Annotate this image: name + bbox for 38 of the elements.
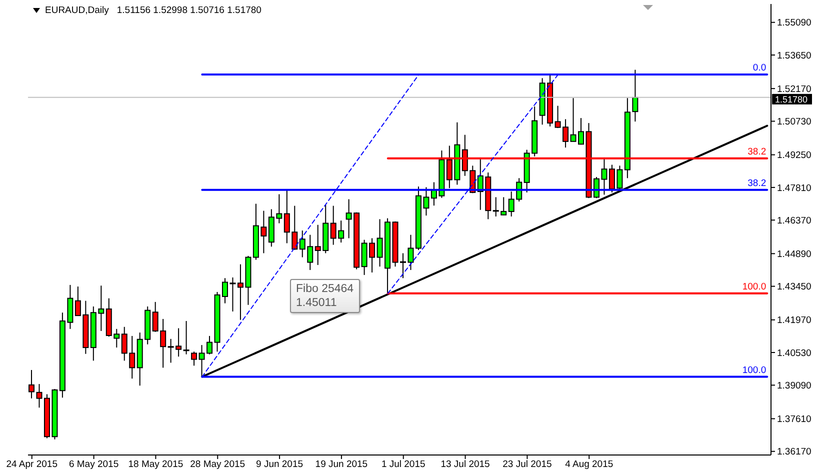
y-tick-label: 1.41970 <box>777 315 812 326</box>
y-tick-label: 1.49250 <box>777 150 812 162</box>
y-tick-label: 1.43450 <box>777 282 812 293</box>
y-tick-label: 1.39090 <box>777 380 812 392</box>
y-tick-label: 1.36170 <box>777 446 812 458</box>
candlestick <box>183 320 190 355</box>
annotation: Fibo 25464 <box>296 282 354 296</box>
y-tick-label: 1.44890 <box>777 249 812 260</box>
x-tick-label: 1 Jul 2015 <box>381 459 426 470</box>
series-label: 38.2 <box>748 146 766 158</box>
x-tick-label: 24 Apr 2015 <box>6 459 58 470</box>
y-tick-label: 1.50730 <box>777 116 812 128</box>
x-tick-label: 13 Jul 2015 <box>440 459 490 470</box>
x-tick-label: 19 Jun 2015 <box>315 459 368 470</box>
ref-line-label: 1.51780 <box>775 94 808 104</box>
x-tick-label: 4 Aug 2015 <box>565 459 614 470</box>
x-tick-label: 23 Jul 2015 <box>502 459 552 470</box>
series-label: 100.0 <box>742 364 766 376</box>
annotation: 1.45011 <box>296 296 338 310</box>
x-tick-label: 28 May 2015 <box>190 459 246 470</box>
candlestick <box>28 369 34 399</box>
x-tick-label: 6 May 2015 <box>68 459 119 470</box>
y-tick-label: 1.40530 <box>777 348 812 359</box>
candlestick <box>36 384 42 408</box>
y-tick-label: 1.53650 <box>777 50 812 62</box>
x-tick-label: 18 May 2015 <box>128 459 184 470</box>
chart-title: EURAUD,Daily <box>45 5 109 16</box>
x-tick-label: 9 Jun 2015 <box>256 459 304 470</box>
y-tick-label: 1.37610 <box>777 414 812 426</box>
y-tick-label: 1.55090 <box>777 18 812 29</box>
y-tick-label: 1.46370 <box>777 215 812 226</box>
series-label: 0.0 <box>752 62 766 74</box>
chart-subtitle: 1.51156 1.52998 1.50716 1.51780 <box>116 5 262 16</box>
series-label: 38.2 <box>748 178 766 189</box>
series-label: 100.0 <box>742 281 766 292</box>
y-tick-label: 1.52170 <box>777 84 812 95</box>
y-tick-label: 1.47810 <box>777 182 812 194</box>
candlestick <box>191 351 198 366</box>
